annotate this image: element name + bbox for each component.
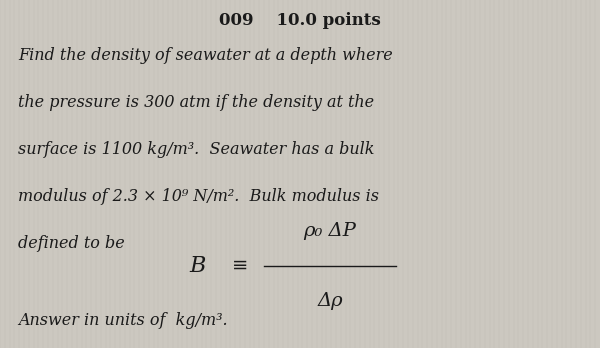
Text: ρ₀ ΔP: ρ₀ ΔP — [304, 222, 356, 240]
Text: B: B — [190, 255, 206, 277]
Text: Δρ: Δρ — [317, 292, 343, 310]
Text: 009    10.0 points: 009 10.0 points — [219, 12, 381, 29]
Text: Find the density of seawater at a depth where: Find the density of seawater at a depth … — [18, 47, 393, 64]
Text: ≡: ≡ — [232, 257, 248, 275]
Text: modulus of 2.3 × 10⁹ N/m².  Bulk modulus is: modulus of 2.3 × 10⁹ N/m². Bulk modulus … — [18, 188, 379, 205]
Text: surface is 1100 kg/m³.  Seawater has a bulk: surface is 1100 kg/m³. Seawater has a bu… — [18, 141, 374, 158]
Text: Answer in units of  kg/m³.: Answer in units of kg/m³. — [18, 312, 227, 329]
Text: defined to be: defined to be — [18, 235, 125, 252]
Text: the pressure is 300 atm if the density at the: the pressure is 300 atm if the density a… — [18, 94, 374, 111]
